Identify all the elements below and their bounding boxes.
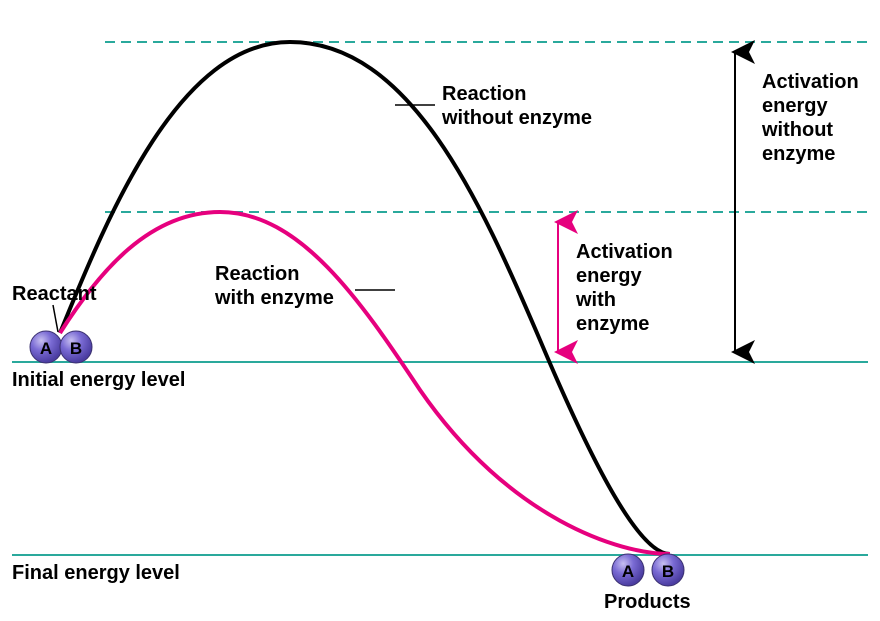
- reaction-no-enzyme-l1: Reaction: [442, 83, 526, 105]
- reactant-a-label: A: [40, 339, 52, 358]
- act-with-enz-l1: Activation: [576, 241, 673, 263]
- activation-no-enzyme-label: Activation energy without enzyme: [761, 71, 864, 165]
- activation-with-enzyme-label: Activation energy with enzyme: [575, 241, 678, 335]
- product-molecules: A B: [612, 554, 684, 586]
- energy-diagram: A B A B Reactant Initial energy level Fi…: [0, 0, 880, 621]
- reaction-with-enzyme-l2: with enzyme: [214, 287, 334, 309]
- product-a-label: A: [622, 562, 634, 581]
- final-energy-label: Final energy level: [12, 562, 180, 584]
- reactant-b-label: B: [70, 339, 82, 358]
- act-with-enz-l2: energy: [576, 265, 642, 287]
- act-no-enz-l3: without: [761, 119, 833, 141]
- initial-energy-label: Initial energy level: [12, 369, 185, 391]
- act-no-enz-l4: enzyme: [762, 143, 835, 165]
- reactant-label: Reactant: [12, 283, 97, 305]
- products-label: Products: [604, 591, 691, 613]
- act-no-enz-l1: Activation: [762, 71, 859, 93]
- reactant-molecules: A B: [30, 331, 92, 363]
- act-with-enz-l4: enzyme: [576, 313, 649, 335]
- act-with-enz-l3: with: [575, 289, 616, 311]
- reaction-no-enzyme-label: Reaction without enzyme: [441, 83, 592, 129]
- product-b-label: B: [662, 562, 674, 581]
- act-no-enz-l2: energy: [762, 95, 828, 117]
- leader-reactant: [53, 305, 58, 332]
- reaction-with-enzyme-l1: Reaction: [215, 263, 299, 285]
- reaction-no-enzyme-l2: without enzyme: [441, 107, 592, 129]
- reaction-with-enzyme-label: Reaction with enzyme: [214, 263, 334, 309]
